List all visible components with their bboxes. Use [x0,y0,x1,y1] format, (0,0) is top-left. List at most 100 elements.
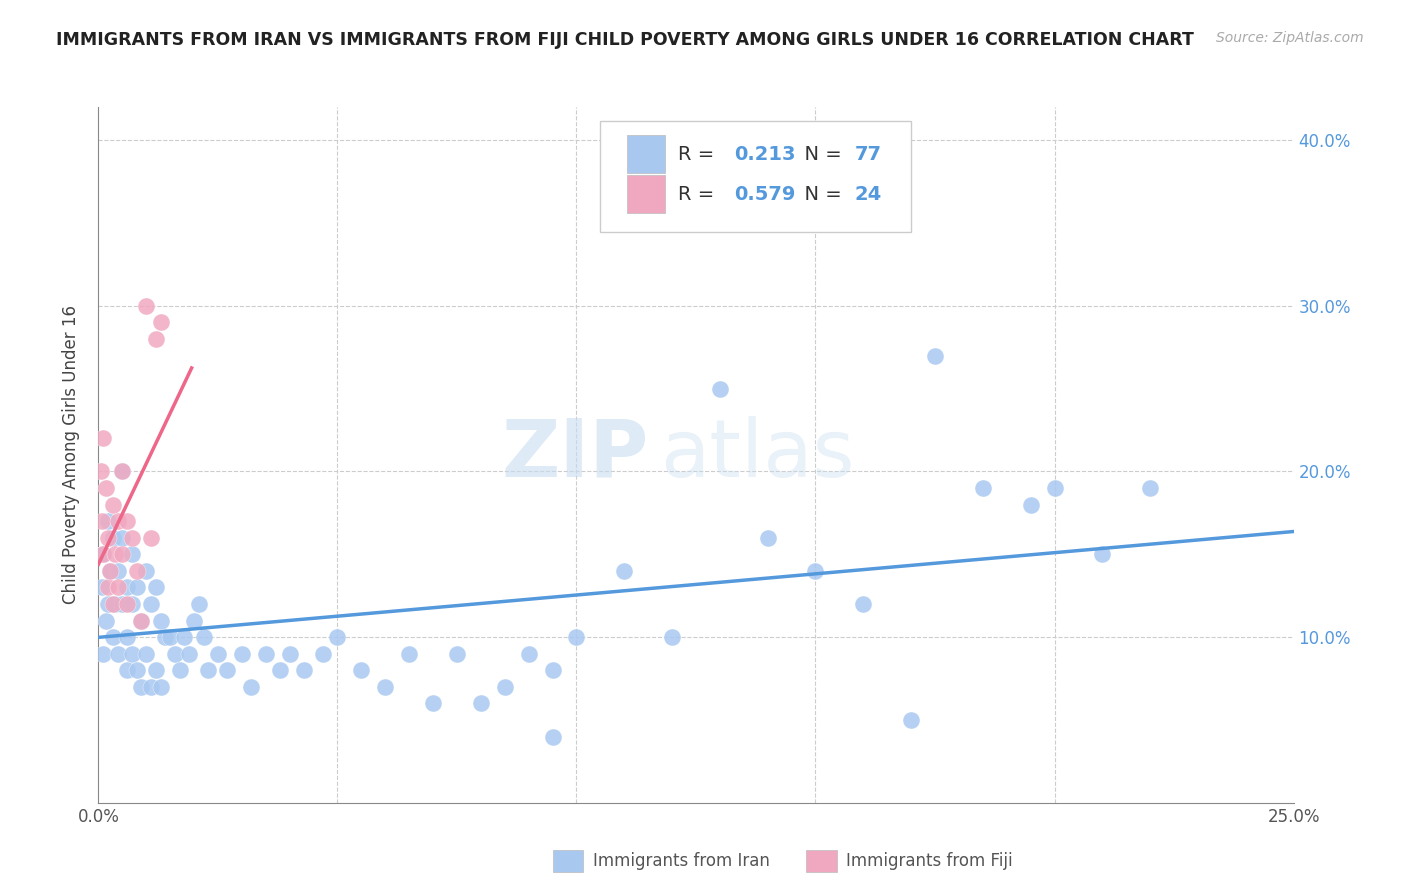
Point [145,581,167,595]
Point [159,630,181,644]
Point [254,647,277,661]
Point [111,547,134,561]
Point [135,564,157,578]
Text: 0.213: 0.213 [734,145,796,164]
Point [149,680,172,694]
Point [470,697,492,711]
Point [804,564,827,578]
FancyBboxPatch shape [627,175,665,213]
Point [155,630,177,644]
Point [98,564,122,578]
Point [131,614,153,628]
Point [131,680,153,694]
Point [115,514,138,528]
Point [135,647,157,661]
Point [173,630,195,644]
Point [101,597,124,611]
Point [374,680,396,694]
Point [163,647,186,661]
Point [111,465,134,479]
Point [91,547,114,561]
Point [169,663,191,677]
Point [207,647,229,661]
Point [97,514,120,528]
Point [94,481,117,495]
Point [125,564,148,578]
FancyBboxPatch shape [627,136,665,173]
Point [350,663,373,677]
Point [135,299,157,313]
Point [145,663,167,677]
Point [422,697,444,711]
Point [115,630,138,644]
Text: R =: R = [678,185,720,203]
Point [661,630,683,644]
Point [1139,481,1161,495]
Point [115,597,138,611]
Point [1019,498,1042,512]
Point [149,614,172,628]
Point [398,647,420,661]
Point [121,597,143,611]
Point [924,349,946,363]
Point [139,531,162,545]
Point [121,547,143,561]
Point [565,630,588,644]
Text: Immigrants from Fiji: Immigrants from Fiji [846,852,1014,870]
Point [179,647,201,661]
Point [91,647,114,661]
Point [613,564,636,578]
Point [101,630,124,644]
Text: Source: ZipAtlas.com: Source: ZipAtlas.com [1216,31,1364,45]
Point [107,647,129,661]
Point [972,481,994,495]
Point [149,315,172,329]
FancyBboxPatch shape [600,121,911,232]
Point [104,547,127,561]
Text: Immigrants from Iran: Immigrants from Iran [593,852,770,870]
Point [278,647,301,661]
Point [97,581,120,595]
Point [517,647,540,661]
Text: 77: 77 [855,145,882,164]
Point [91,581,114,595]
Point [183,614,205,628]
Point [104,597,127,611]
Point [111,465,134,479]
Point [107,581,129,595]
Point [125,663,148,677]
Point [101,531,124,545]
Point [94,614,117,628]
Point [900,713,922,727]
Point [91,547,114,561]
Point [115,581,138,595]
Text: 24: 24 [855,185,882,203]
Point [231,647,253,661]
Y-axis label: Child Poverty Among Girls Under 16: Child Poverty Among Girls Under 16 [62,305,80,605]
Point [709,382,731,396]
Point [91,431,114,445]
Point [494,680,516,694]
Point [107,564,129,578]
Point [269,663,291,677]
Point [852,597,875,611]
Point [139,680,162,694]
Point [1091,547,1114,561]
Text: N =: N = [792,145,848,164]
Point [131,614,153,628]
Point [193,630,215,644]
Text: IMMIGRANTS FROM IRAN VS IMMIGRANTS FROM FIJI CHILD POVERTY AMONG GIRLS UNDER 16 : IMMIGRANTS FROM IRAN VS IMMIGRANTS FROM … [56,31,1194,49]
Point [91,514,114,528]
Point [326,630,349,644]
Point [292,663,315,677]
Point [312,647,335,661]
Point [111,597,134,611]
Text: R =: R = [678,145,720,164]
Point [98,564,122,578]
Text: 0.579: 0.579 [734,185,796,203]
Point [101,498,124,512]
Point [187,597,209,611]
Point [217,663,239,677]
Point [145,332,167,346]
Point [90,465,112,479]
